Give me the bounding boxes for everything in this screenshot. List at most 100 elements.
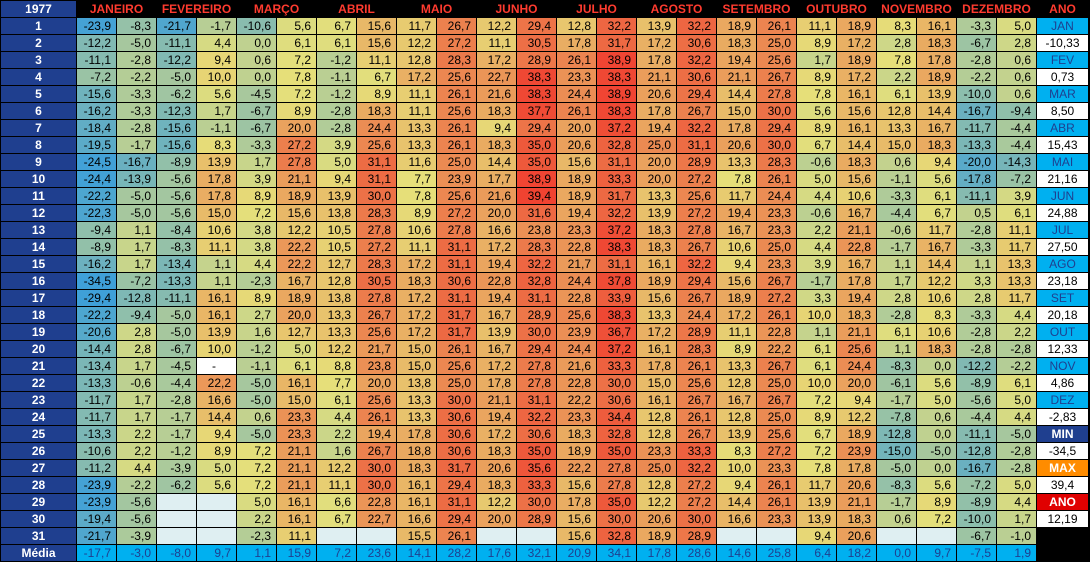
min-temp-cell: -7,2 (956, 476, 997, 494)
max-temp-cell: 25,0 (756, 408, 797, 426)
min-temp-cell: 10,0 (796, 306, 837, 324)
max-temp-cell: 16,7 (916, 238, 957, 256)
min-temp-cell: -6,7 (156, 340, 197, 358)
min-temp-cell: 15,0 (396, 340, 437, 358)
summary-value: 0,73 (1036, 68, 1089, 86)
min-temp-cell: -13,3 (76, 374, 117, 392)
min-temp-cell: 18,3 (396, 272, 437, 290)
min-temp-cell: 21,6 (556, 357, 597, 375)
min-temp-cell: 13,9 (716, 425, 757, 443)
max-temp-cell: 11,7 (996, 238, 1037, 256)
min-temp-cell: 6,7 (316, 510, 357, 528)
media-max-cell: 25,8 (756, 544, 797, 562)
min-temp-cell: -6,7 (236, 119, 277, 137)
min-temp-cell: 10,6 (396, 221, 437, 239)
media-max-cell: 28,2 (436, 544, 477, 562)
max-temp-cell: 16,1 (836, 119, 877, 137)
min-temp-cell: 16,1 (396, 476, 437, 494)
max-temp-cell: 10,6 (916, 289, 957, 307)
summary-value: -34,5 (1036, 442, 1089, 460)
min-temp-cell: -10,6 (76, 442, 117, 460)
empty-cell (156, 527, 197, 545)
day-number: 28 (0, 476, 77, 494)
empty-cell (156, 510, 197, 528)
min-temp-cell: 7,2 (236, 476, 277, 494)
month-abbr-label: ABR (1036, 119, 1089, 137)
min-temp-cell: 26,1 (556, 51, 597, 69)
min-temp-cell: 8,9 (236, 289, 277, 307)
max-temp-cell: 31,1 (596, 255, 637, 273)
max-temp-cell: 5,6 (276, 17, 317, 35)
max-temp-cell: 28,3 (756, 153, 797, 171)
min-temp-cell: 12,2 (476, 17, 517, 35)
max-temp-cell: 31,7 (436, 323, 477, 341)
max-temp-cell: 22,2 (196, 374, 237, 392)
media-min-cell: 20,9 (556, 544, 597, 562)
empty-cell (516, 527, 557, 545)
min-temp-cell: 11,7 (396, 17, 437, 35)
min-temp-cell: 3,8 (236, 238, 277, 256)
max-temp-cell: 30,5 (516, 34, 557, 52)
max-temp-cell: 29,4 (516, 340, 557, 358)
max-temp-cell: 28,3 (356, 255, 397, 273)
max-temp-cell: 27,8 (516, 374, 557, 392)
max-temp-cell: 2,2 (116, 425, 157, 443)
max-temp-cell: -2,2 (116, 68, 157, 86)
min-temp-cell: 7,8 (716, 170, 757, 188)
min-temp-cell: 0,0 (236, 68, 277, 86)
min-temp-cell: -1,2 (316, 85, 357, 103)
min-temp-cell: -12,2 (76, 34, 117, 52)
max-temp-cell: 29,4 (436, 510, 477, 528)
max-temp-cell: -3,3 (116, 102, 157, 120)
min-temp-cell: 15,0 (716, 102, 757, 120)
min-temp-cell: 15,6 (556, 527, 597, 545)
media-min-cell: 6,4 (796, 544, 837, 562)
min-temp-cell: 17,2 (396, 323, 437, 341)
min-temp-cell: -2,8 (876, 306, 917, 324)
max-temp-cell: 26,7 (756, 68, 797, 86)
min-temp-cell: 6,1 (796, 357, 837, 375)
max-temp-cell: -2,2 (996, 357, 1037, 375)
max-temp-cell: 10,6 (916, 323, 957, 341)
min-temp-cell: -11,1 (156, 289, 197, 307)
table-row: 22 -13,3 -0,6 -4,4 22,2 -5,0 16,1 7,7 20,0 13,8 25… (0, 374, 1089, 392)
max-temp-cell: 30,6 (596, 391, 637, 409)
max-temp-cell: 32,8 (596, 136, 637, 154)
day-number: 26 (0, 442, 77, 460)
min-temp-cell: -22,2 (76, 187, 117, 205)
min-temp-cell: -2,8 (956, 340, 997, 358)
min-temp-cell: -23,9 (76, 17, 117, 35)
max-temp-cell: 15,6 (276, 204, 317, 222)
min-temp-cell: 13,3 (716, 153, 757, 171)
min-temp-cell: 3,9 (316, 136, 357, 154)
max-temp-cell: 25,6 (356, 391, 397, 409)
min-temp-cell: -12,8 (876, 425, 917, 443)
month-header: JANEIRO (76, 0, 157, 18)
summary-value: -10,33 (1036, 34, 1089, 52)
max-temp-cell: 25,0 (756, 34, 797, 52)
max-temp-cell: 30,6 (676, 68, 717, 86)
min-temp-cell: 7,2 (236, 459, 277, 477)
max-temp-cell: 30,0 (356, 459, 397, 477)
day-number: 27 (0, 459, 77, 477)
min-temp-cell: -8,3 (156, 238, 197, 256)
min-temp-cell: -18,4 (76, 119, 117, 137)
summary-value: 20,18 (1036, 306, 1089, 324)
min-temp-cell: -23,9 (76, 493, 117, 511)
table-row: 20 -14,4 2,8 -6,7 10,0 -1,2 5,0 12,2 21,7 15,0 26,… (0, 340, 1089, 358)
max-temp-cell: 18,9 (836, 425, 877, 443)
month-abbr-label: JAN (1036, 17, 1089, 35)
max-temp-cell: 26,7 (436, 17, 477, 35)
max-temp-cell: 7,2 (916, 510, 957, 528)
table-row: 21 -13,4 1,7 -4,5- -1,1 6,1 8,8 23,8 15,0 25,6 17,… (0, 357, 1089, 375)
max-temp-cell: 34,4 (596, 408, 637, 426)
min-temp-cell: 15,6 (636, 289, 677, 307)
min-temp-cell: 5,0 (796, 170, 837, 188)
max-temp-cell: 27,2 (436, 204, 477, 222)
max-temp-cell: 22,8 (356, 493, 397, 511)
min-temp-cell: -21,7 (76, 527, 117, 545)
min-temp-cell: 12,2 (316, 459, 357, 477)
max-temp-cell: 8,9 (916, 493, 957, 511)
max-temp-cell: 11,1 (196, 238, 237, 256)
max-temp-cell: 5,0 (996, 17, 1037, 35)
